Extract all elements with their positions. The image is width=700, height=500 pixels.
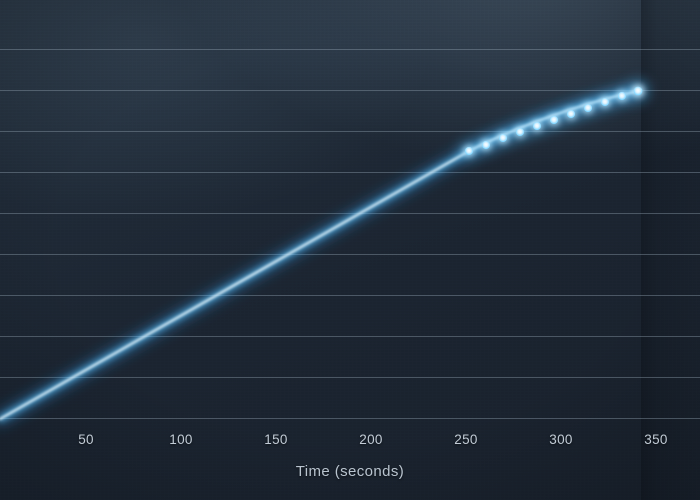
data-point-marker xyxy=(545,111,563,129)
x-tick-label-100: 100 xyxy=(169,432,193,447)
data-point-marker xyxy=(628,81,648,101)
grid-lines xyxy=(0,49,700,419)
data-point-marker xyxy=(562,105,580,123)
data-point-marker xyxy=(579,99,597,117)
data-point-marker xyxy=(460,142,478,160)
x-tick-label-50: 50 xyxy=(78,432,94,447)
x-tick-label-200: 200 xyxy=(359,432,383,447)
x-tick-label-300: 300 xyxy=(549,432,573,447)
x-tick-label-150: 150 xyxy=(264,432,288,447)
data-point-marker xyxy=(596,93,614,111)
x-tick-label-250: 250 xyxy=(454,432,478,447)
data-point-marker xyxy=(528,117,546,135)
background-right-band xyxy=(641,0,700,500)
data-point-marker xyxy=(477,136,495,154)
x-tick-label-350: 350 xyxy=(644,432,668,447)
x-axis-title: Time (seconds) xyxy=(295,463,405,480)
series-markers xyxy=(460,81,648,160)
data-point-marker xyxy=(613,87,631,105)
data-point-marker xyxy=(511,123,529,141)
data-point-marker xyxy=(494,129,512,147)
series-signal xyxy=(0,81,648,425)
